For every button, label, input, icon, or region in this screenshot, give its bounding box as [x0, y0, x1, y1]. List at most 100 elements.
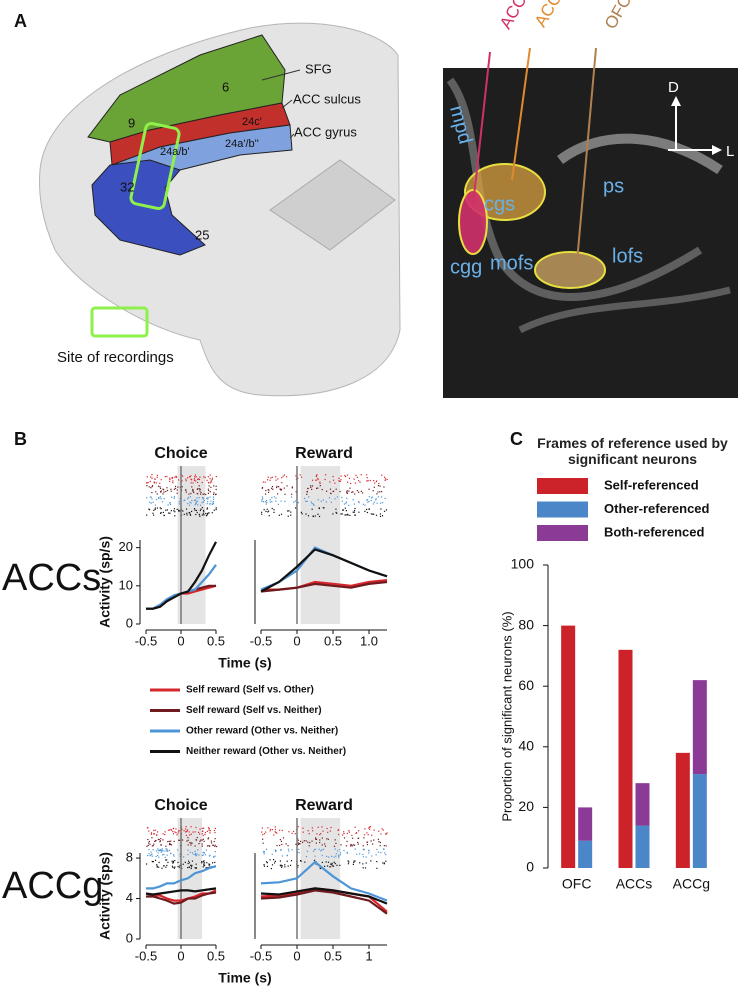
raster-tick [197, 478, 199, 480]
raster-tick [263, 509, 265, 511]
x-tick-label: 0 [177, 948, 184, 963]
ofc-region [534, 251, 606, 289]
raster-tick [338, 855, 340, 857]
raster-tick [353, 478, 355, 480]
raster-tick [351, 845, 353, 847]
raster-tick [281, 482, 283, 484]
raster-tick [163, 491, 165, 493]
y-tick-label: 60 [518, 677, 534, 693]
raster-tick [174, 866, 176, 868]
raster-tick [197, 831, 200, 833]
raster-tick [359, 862, 361, 864]
raster-tick [182, 839, 184, 841]
x-tick-label: 0.5 [324, 948, 342, 963]
arrow-head [712, 145, 722, 155]
raster-tick [189, 851, 192, 854]
raster-tick [373, 501, 375, 503]
raster-tick [338, 833, 340, 836]
raster-tick [159, 482, 161, 484]
raster-tick [194, 474, 197, 476]
raster-tick [215, 488, 217, 491]
raster-tick [150, 487, 152, 489]
raster-tick [278, 486, 280, 488]
raster-tick [158, 866, 160, 868]
raster-tick [290, 860, 293, 862]
raster-tick [311, 827, 313, 829]
y-axis-label: Activity (sps) [97, 852, 113, 940]
raster-tick [358, 491, 360, 493]
subplot-title: Reward [295, 445, 353, 462]
raster-tick [146, 845, 148, 847]
raster-tick [306, 493, 308, 495]
raster-tick [263, 864, 265, 866]
raster-tick [261, 513, 263, 515]
raster-tick [185, 831, 187, 833]
raster-tick [208, 490, 210, 492]
raster-tick [206, 507, 209, 509]
raster-tick [209, 491, 211, 493]
raster-tick [380, 508, 382, 510]
raster-tick [176, 492, 178, 494]
raster-tick [331, 862, 333, 864]
raster-tick [316, 833, 318, 835]
area-label: 6 [222, 79, 229, 94]
raster-tick [356, 853, 358, 855]
raster-tick [289, 864, 292, 866]
raster-tick [268, 515, 270, 517]
raster-tick [189, 476, 191, 478]
row-label: ACCs [2, 557, 101, 599]
raster-tick [366, 832, 368, 834]
raster-tick [206, 862, 208, 864]
raster-tick [157, 854, 159, 857]
raster-tick [346, 840, 348, 843]
raster-tick [384, 479, 386, 482]
y-tick-label: 80 [518, 616, 534, 632]
raster-tick [338, 480, 341, 482]
y-tick-label: 20 [119, 539, 133, 554]
raster-tick [261, 500, 263, 502]
raster-tick [381, 515, 384, 517]
raster-tick [147, 838, 149, 841]
raster-tick [167, 841, 169, 843]
raster-tick [330, 501, 332, 503]
raster-tick [194, 504, 196, 506]
raster-tick [349, 514, 351, 516]
raster-tick [213, 509, 215, 511]
raster-tick [187, 862, 189, 865]
raster-tick [195, 839, 197, 841]
x-tick-label: 0.5 [207, 948, 225, 963]
raster-tick [266, 865, 269, 867]
raster-tick [188, 831, 190, 833]
raster-tick [187, 498, 189, 500]
raster-tick [278, 514, 280, 516]
raster-tick [336, 864, 338, 866]
raster-tick [369, 826, 371, 828]
y-tick-label: 40 [518, 738, 534, 754]
raster-tick [295, 507, 297, 509]
raster-tick [167, 861, 169, 864]
raster-tick [156, 864, 158, 866]
raster-tick [174, 515, 176, 517]
raster-tick [156, 866, 158, 868]
raster-tick [177, 849, 179, 851]
raster-tick [291, 832, 293, 834]
raster-tick [358, 501, 360, 503]
raster-tick [330, 863, 332, 865]
raster-tick [299, 860, 302, 862]
raster-tick [154, 504, 156, 506]
raster-tick [177, 861, 179, 864]
raster-tick [166, 864, 168, 867]
raster-tick [354, 507, 356, 510]
raster-tick [203, 476, 205, 478]
raster-tick [357, 843, 359, 845]
raster-tick [159, 486, 161, 488]
raster-tick [265, 861, 268, 863]
raster-tick [198, 478, 201, 481]
sulcus-label: cgg [450, 256, 482, 278]
raster-tick [354, 848, 356, 850]
raster-tick [170, 844, 173, 846]
raster-tick [319, 481, 321, 483]
raster-tick [265, 489, 267, 492]
raster-tick [315, 475, 317, 478]
raster-tick [194, 867, 196, 869]
